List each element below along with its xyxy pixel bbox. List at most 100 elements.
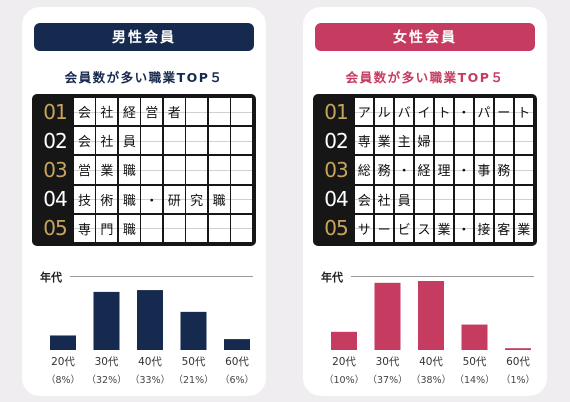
board-cell: 主 <box>394 127 414 155</box>
board-cell <box>186 98 208 126</box>
rank-row: 02 専業主婦 <box>317 127 534 155</box>
age-bar-20代 <box>331 331 357 350</box>
board-cell: 会 <box>74 98 95 126</box>
board-cell: 業 <box>514 214 534 242</box>
rank-row: 01 会社経営者 <box>36 98 252 126</box>
board-cell: 会 <box>74 127 95 155</box>
board-cell: 会 <box>355 185 374 213</box>
age-category: 50代 <box>462 356 487 368</box>
rank-number: 03 <box>43 157 67 182</box>
age-tick-label: 20代 （8%） <box>43 354 83 386</box>
board-cell <box>186 156 208 184</box>
board-cell <box>141 156 163 184</box>
rank-number: 02 <box>43 128 67 153</box>
board-cell <box>208 214 230 242</box>
board-cell <box>231 127 252 155</box>
board-cell <box>434 185 454 213</box>
board-cell: ー <box>374 214 394 242</box>
board-cell: 営 <box>141 98 163 126</box>
age-bar-40代 <box>418 281 444 350</box>
board-cell: 専 <box>355 127 374 155</box>
board-cell <box>141 127 163 155</box>
female-header: 女性会員 <box>315 23 535 51</box>
age-percent-label: （38%） <box>411 375 452 386</box>
rank-row: 05 サービス業・接客業 <box>317 214 534 242</box>
board-cell: 務 <box>374 156 394 184</box>
age-category: 20代 <box>51 356 75 368</box>
board-cell <box>474 127 494 155</box>
age-percent-label: （1%） <box>500 375 536 386</box>
board-cell: 職 <box>118 156 140 184</box>
board-cell: 社 <box>374 185 394 213</box>
board-cell: ビ <box>394 214 414 242</box>
board-cell: サ <box>355 214 374 242</box>
age-percent-label: （37%） <box>367 375 408 386</box>
board-cell: 社 <box>96 127 118 155</box>
rank-row: 02 会社員 <box>36 127 252 155</box>
board-cell: 究 <box>186 185 208 213</box>
board-cell: 経 <box>118 98 140 126</box>
board-cell: パ <box>474 98 494 126</box>
rank-row: 04 技術職・研究職 <box>36 185 252 213</box>
male-members-card: 男性会員 会員数が多い職業TOP５ 01 会社経営者 02 会社員 03 営業職 04 技術職… <box>22 7 266 396</box>
rank-row: 05 専門職 <box>36 214 252 242</box>
age-bar-60代 <box>224 339 250 350</box>
board-cell: ・ <box>394 156 414 184</box>
age-bar-60代 <box>505 348 531 350</box>
board-cell: ル <box>374 98 394 126</box>
age-category: 50代 <box>181 356 206 368</box>
age-category: 30代 <box>375 356 400 368</box>
age-percent-label: （21%） <box>173 375 214 386</box>
board-cell: 技 <box>74 185 95 213</box>
male-header: 男性会員 <box>34 23 254 51</box>
board-cell: 研 <box>163 185 185 213</box>
board-cell: イ <box>414 98 434 126</box>
board-cell: 社 <box>96 98 118 126</box>
board-cell: 務 <box>494 156 514 184</box>
age-category: 60代 <box>506 356 530 368</box>
age-bar-40代 <box>137 290 163 350</box>
age-bar-50代 <box>180 311 207 350</box>
rank-row: 03 営業職 <box>36 156 252 184</box>
board-cell <box>454 127 474 155</box>
age-category: 60代 <box>225 356 249 368</box>
board-cell <box>231 98 252 126</box>
board-cell: ア <box>355 98 374 126</box>
female-subtitle: 会員数が多い職業TOP５ <box>345 70 505 85</box>
board-cell <box>163 127 185 155</box>
male-age-xlabels: 20代 （8%） 30代 （32%） 40代 （33%） 50代 （21%） 60代 （6%） <box>22 354 266 390</box>
board-cell: 門 <box>96 214 118 242</box>
board-cell <box>163 156 185 184</box>
board-cell: ト <box>434 98 454 126</box>
board-cell: 業 <box>434 214 454 242</box>
age-tick-label: 40代 （33%） <box>130 354 170 386</box>
rank-number: 01 <box>324 99 348 124</box>
age-tick-label: 30代 （32%） <box>87 354 127 386</box>
board-cell <box>186 127 208 155</box>
board-cell <box>208 156 230 184</box>
board-cell: ス <box>414 214 434 242</box>
board-cell: 営 <box>74 156 95 184</box>
board-cell <box>231 156 252 184</box>
board-cell: 業 <box>374 127 394 155</box>
rank-row: 03 総務・経理・事務 <box>317 156 534 184</box>
rank-number: 02 <box>324 128 348 153</box>
rank-number: 01 <box>43 99 67 124</box>
board-cell <box>414 185 434 213</box>
board-cell <box>454 185 474 213</box>
board-cell: 事 <box>474 156 494 184</box>
age-percent-label: （6%） <box>219 375 255 386</box>
age-tick-label: 40代 （38%） <box>411 354 451 386</box>
board-cell: 員 <box>394 185 414 213</box>
board-cell <box>514 156 534 184</box>
rank-number: 05 <box>324 216 348 241</box>
board-cell: 客 <box>494 214 514 242</box>
age-percent-label: （10%） <box>324 375 365 386</box>
age-tick-label: 50代 （21%） <box>174 354 214 386</box>
male-age-label: 年代 <box>40 271 62 284</box>
male-age-chart <box>50 290 250 350</box>
board-cell: ・ <box>454 98 474 126</box>
board-cell: バ <box>394 98 414 126</box>
rank-number: 04 <box>43 187 67 212</box>
board-cell <box>474 185 494 213</box>
